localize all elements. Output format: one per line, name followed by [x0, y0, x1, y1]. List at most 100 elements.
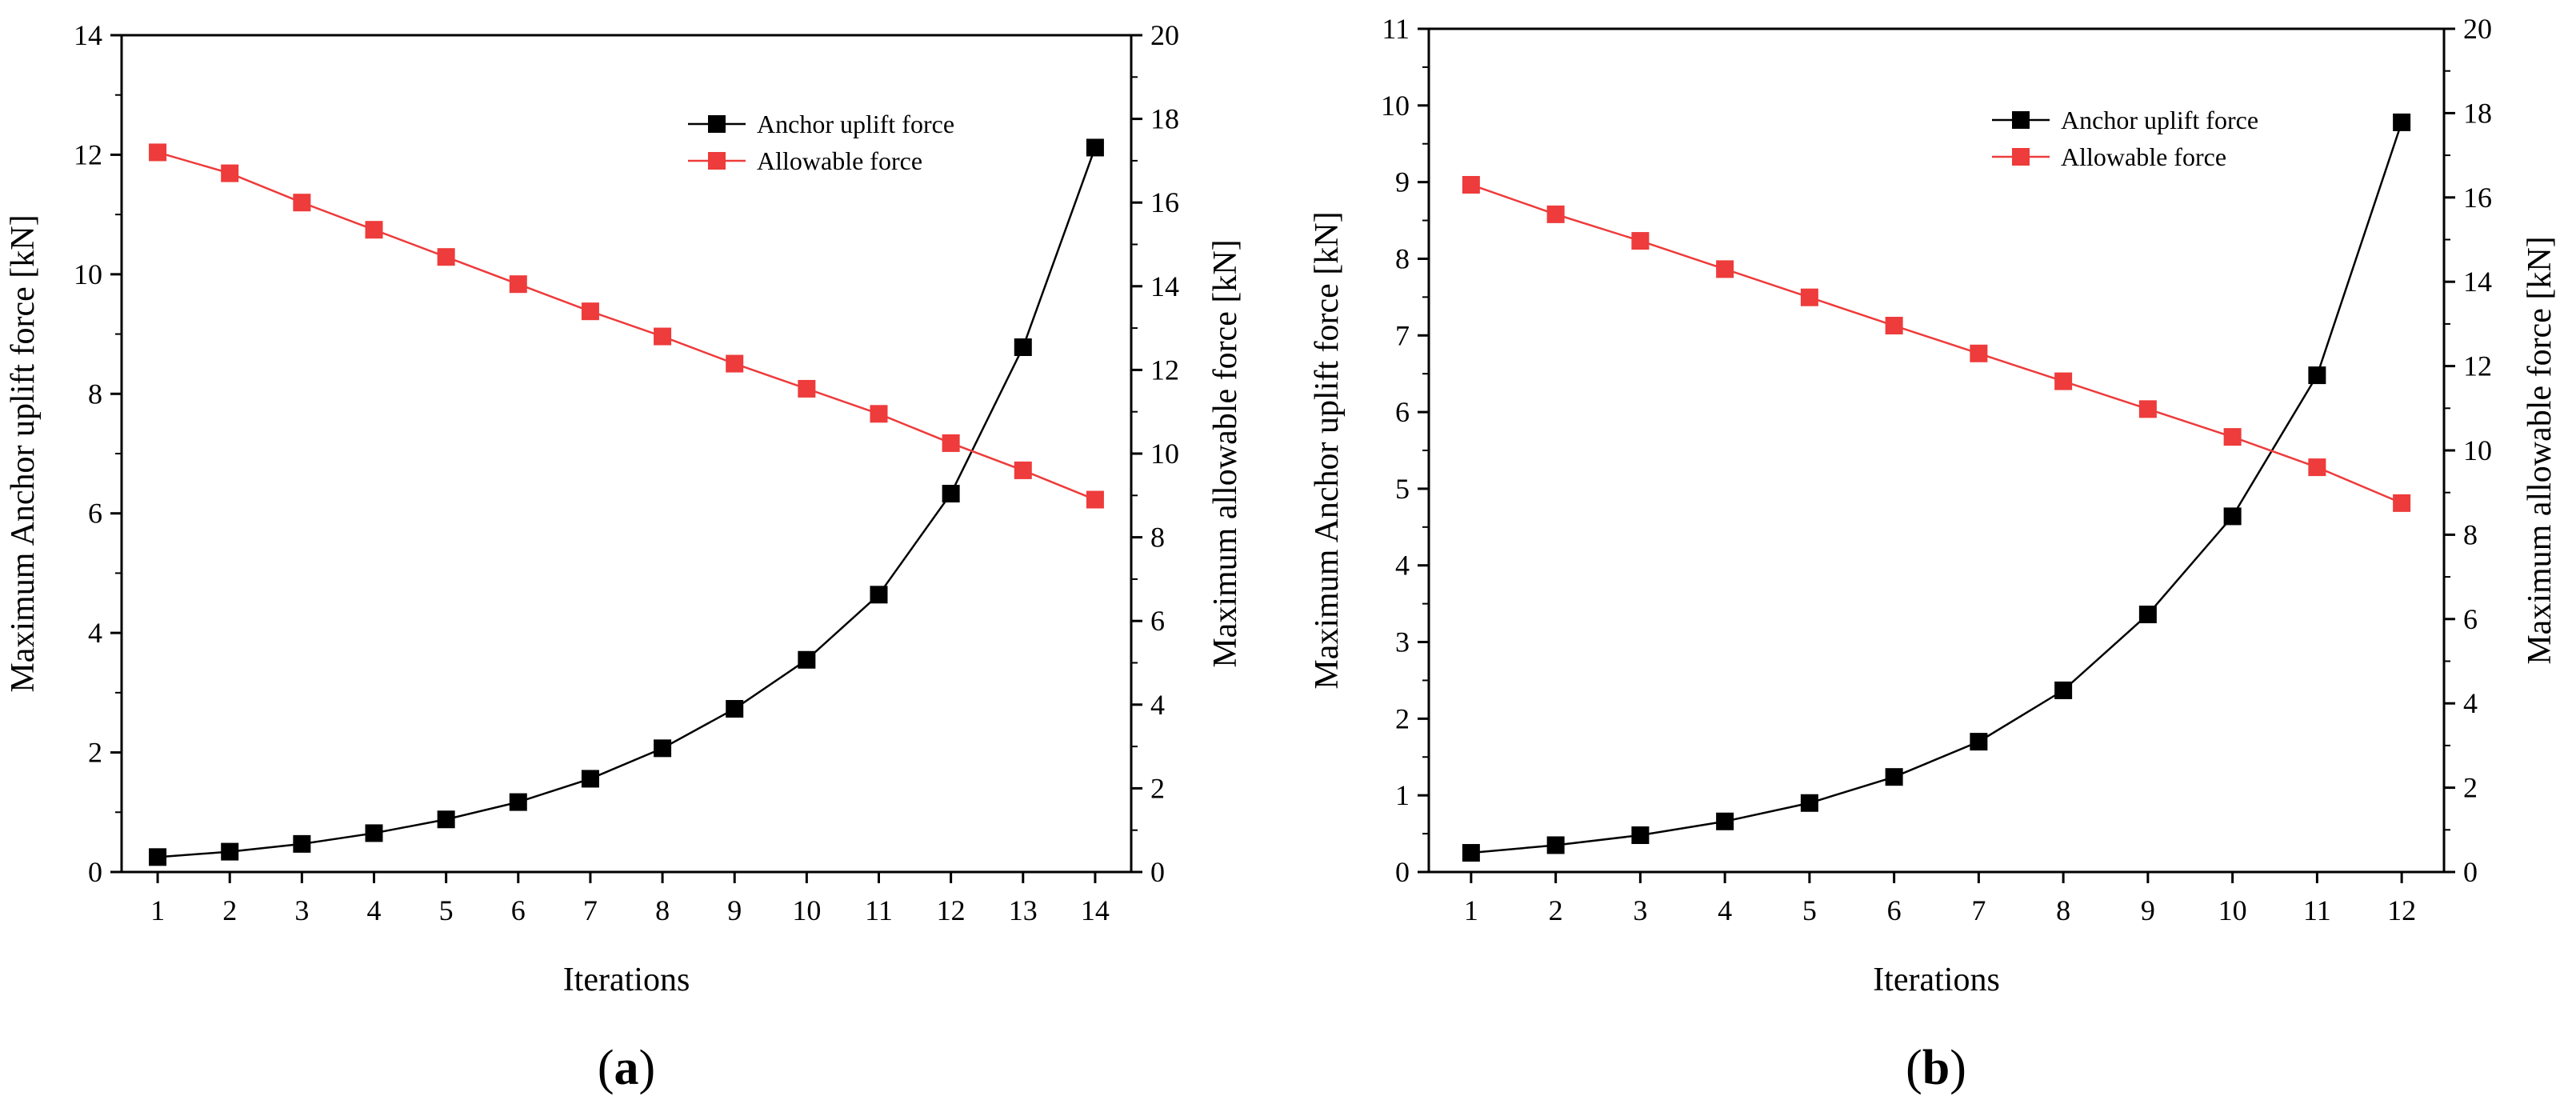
x-tick-label: 3 — [294, 894, 309, 926]
x-tick-label: 4 — [1718, 894, 1732, 926]
y-left-tick-label: 2 — [1395, 702, 1410, 734]
series-1-point — [942, 485, 960, 503]
x-tick-label: 10 — [792, 894, 821, 926]
y-right-tick-label: 0 — [1150, 856, 1165, 888]
y-left-tick-label: 4 — [88, 617, 102, 649]
x-tick-label: 8 — [2056, 894, 2070, 926]
x-tick-label: 2 — [1549, 894, 1563, 926]
x-tick-label: 6 — [511, 894, 526, 926]
series-1-point — [1885, 768, 1903, 786]
x-tick-label: 11 — [2303, 894, 2331, 926]
y-right-tick-label: 18 — [2463, 97, 2492, 129]
y-left-tick-label: 4 — [1395, 550, 1410, 582]
series-1-point — [221, 842, 239, 861]
series-1-point — [1014, 338, 1032, 357]
y-left-tick-label: 7 — [1395, 319, 1410, 351]
y-right-axis-title: Maximum allowable force [kN] — [2522, 236, 2558, 664]
y-right-tick-label: 10 — [1150, 438, 1179, 470]
y-left-axis-title: Maximum Anchor uplift force [kN] — [1309, 211, 1346, 689]
y-right-tick-label: 12 — [2463, 350, 2492, 382]
legend-label: Anchor uplift force — [2061, 106, 2258, 134]
y-left-tick-label: 3 — [1395, 626, 1410, 658]
chart-panel-a: 1 2 3 4 5 6 7 8 9 10 11 12 13 14024681012140246810121… — [5, 19, 1244, 1095]
y-left-tick-label: 5 — [1395, 473, 1410, 505]
y-left-tick-label: 0 — [1395, 856, 1410, 888]
series-2-point — [581, 302, 599, 321]
series-2-point — [1462, 175, 1480, 194]
y-left-tick-label: 12 — [74, 138, 102, 170]
y-right-tick-label: 16 — [1150, 186, 1179, 218]
series-1-point — [1631, 826, 1650, 845]
x-tick-label: 13 — [1009, 894, 1038, 926]
y-left-tick-label: 9 — [1395, 166, 1410, 198]
series-2-point — [726, 354, 744, 373]
y-left-tick-label: 10 — [74, 258, 102, 290]
series-1-point — [2138, 606, 2157, 624]
y-right-tick-label: 0 — [2463, 856, 2478, 888]
series-1-point — [726, 700, 744, 718]
x-tick-label: 12 — [937, 894, 966, 926]
series-1-point — [1462, 844, 1480, 862]
series-2-point — [654, 327, 672, 346]
y-right-axis-title: Maximum allowable force [kN] — [1207, 239, 1244, 667]
y-right-tick-label: 14 — [2463, 266, 2492, 298]
y-right-tick-label: 8 — [1150, 522, 1165, 554]
series-2-point — [437, 248, 455, 266]
y-left-axis-title: Maximum Anchor uplift force [kN] — [5, 214, 42, 692]
x-tick-label: 11 — [865, 894, 893, 926]
series-2-point — [1631, 232, 1650, 250]
series-1-point — [1970, 733, 1988, 751]
series-line-1 — [1470, 122, 2403, 854]
y-right-tick-label: 6 — [2463, 603, 2478, 635]
y-right-tick-label: 18 — [1150, 103, 1179, 135]
series-2-point — [942, 434, 960, 452]
series-2-point — [1546, 205, 1565, 223]
x-tick-label: 12 — [2387, 894, 2416, 926]
x-tick-label: 6 — [1887, 894, 1902, 926]
series-line-2 — [1470, 183, 2402, 505]
x-tick-label: 9 — [2141, 894, 2155, 926]
series-1-point — [654, 739, 672, 758]
y-left-tick-label: 8 — [88, 378, 102, 410]
series-2-point — [2223, 428, 2242, 446]
y-right-tick-label: 4 — [1150, 689, 1165, 721]
legend-marker — [2012, 111, 2030, 129]
series-1-point — [149, 848, 167, 866]
legend-label: Anchor uplift force — [757, 110, 954, 138]
series-line-2 — [157, 151, 1096, 501]
legend-marker — [708, 115, 726, 133]
y-right-tick-label: 8 — [2463, 518, 2478, 550]
y-right-tick-label: 6 — [1150, 605, 1165, 637]
x-tick-label: 9 — [727, 894, 742, 926]
x-tick-label: 4 — [367, 894, 382, 926]
y-left-tick-label: 11 — [1382, 13, 1410, 45]
x-tick-label: 5 — [439, 894, 454, 926]
series-2-point — [2138, 400, 2157, 418]
x-tick-label: 8 — [655, 894, 670, 926]
series-2-point — [293, 194, 311, 212]
series-2-point — [365, 221, 383, 239]
series-1-point — [509, 793, 527, 811]
series-2-point — [1885, 317, 1903, 335]
series-2-point — [509, 275, 527, 294]
series-2-point — [1970, 344, 1988, 362]
series-1-point — [1800, 794, 1818, 812]
panel-label: (a) — [598, 1041, 655, 1095]
series-2-point — [870, 405, 888, 423]
x-tick-label: 10 — [2218, 894, 2247, 926]
series-1-point — [365, 824, 383, 842]
y-left-tick-label: 6 — [1395, 396, 1410, 428]
legend-marker — [708, 152, 726, 170]
series-2-point — [1086, 490, 1104, 509]
series-2-point — [2054, 372, 2073, 390]
x-axis-title: Iterations — [563, 962, 690, 998]
series-1-point — [1086, 138, 1104, 157]
series-2-point — [798, 379, 816, 398]
series-1-point — [1716, 812, 1734, 830]
x-axis-title: Iterations — [1873, 962, 2000, 998]
x-tick-label: 14 — [1081, 894, 1110, 926]
y-left-tick-label: 0 — [88, 856, 102, 888]
series-1-point — [581, 770, 599, 788]
plot-frame — [1427, 27, 2446, 874]
